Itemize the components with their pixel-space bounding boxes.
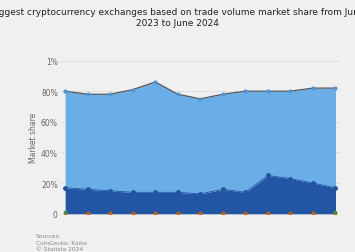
Text: Biggest cryptocurrency exchanges based on trade volume market share from June
20: Biggest cryptocurrency exchanges based o… [0,8,355,27]
Text: Sources:
CoinGecko; Kaiko
© Statista 2024: Sources: CoinGecko; Kaiko © Statista 202… [36,233,87,251]
Y-axis label: Market share: Market share [29,112,38,163]
